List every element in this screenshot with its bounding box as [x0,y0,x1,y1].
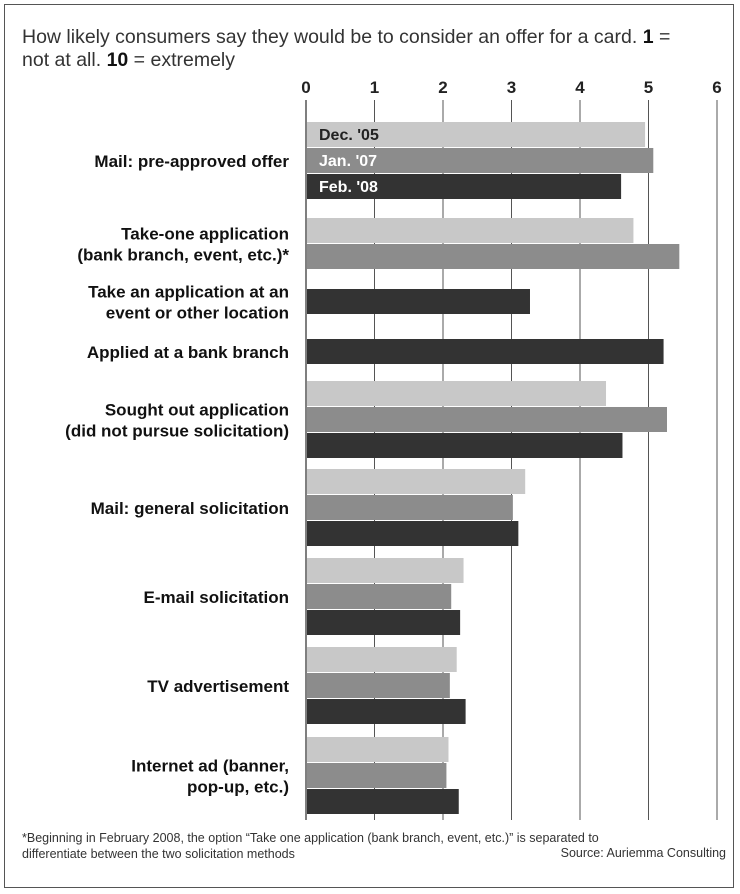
bar [307,737,449,762]
legend-label: Feb. '08 [319,179,378,196]
footnote: *Beginning in February 2008, the option … [22,831,599,861]
bar [307,647,457,672]
category-label: Applied at a bank branch [87,343,289,362]
bar [307,244,680,269]
bar [307,339,664,364]
category-label: pop-up, etc.) [187,778,289,797]
bar [307,699,466,724]
category-label: Mail: general solicitation [91,499,289,518]
bar [307,174,622,199]
bar [307,763,447,788]
bar [307,122,646,147]
x-tick-label: 0 [301,78,310,97]
category-label: (did not pursue solicitation) [65,422,289,441]
title-scale-min: 1 [642,26,654,48]
bar [307,381,607,406]
x-tick-label: 6 [712,78,721,97]
category-label: Mail: pre-approved offer [94,152,289,171]
bar [307,789,459,814]
bar [307,469,526,494]
chart-title: How likely consumers say they would be t… [22,26,702,72]
bar [307,610,461,635]
bar [307,495,513,520]
category-label: (bank branch, event, etc.)* [77,246,289,265]
category-label: Internet ad (banner, [131,757,289,776]
bar [307,673,450,698]
x-tick-label: 3 [507,78,516,97]
x-tick-label: 4 [575,78,585,97]
bar [307,407,667,432]
legend-label: Jan. '07 [319,153,377,170]
category-label: event or other location [106,304,289,323]
x-tick-label: 2 [438,78,447,97]
title-text-3: = extremely [128,49,236,71]
x-tick-label: 1 [370,78,379,97]
bar [307,521,519,546]
x-tick-label: 5 [644,78,653,97]
title-scale-max: 10 [106,49,129,71]
bar [307,558,464,583]
bar [307,433,623,458]
category-label: Take-one application [121,225,289,244]
title-text-1: How likely consumers say they would be t… [22,26,643,48]
bar [307,148,654,173]
bar [307,584,452,609]
legend-label: Dec. '05 [319,127,379,144]
category-label: E-mail solicitation [144,588,289,607]
category-label: Take an application at an [88,283,289,302]
category-label: TV advertisement [147,677,289,696]
category-label: Sought out application [105,401,289,420]
bar [307,218,634,243]
source-note: Source: Auriemma Consulting [560,846,726,860]
title-text-2: = not at all. [22,26,671,71]
bar [307,289,530,314]
